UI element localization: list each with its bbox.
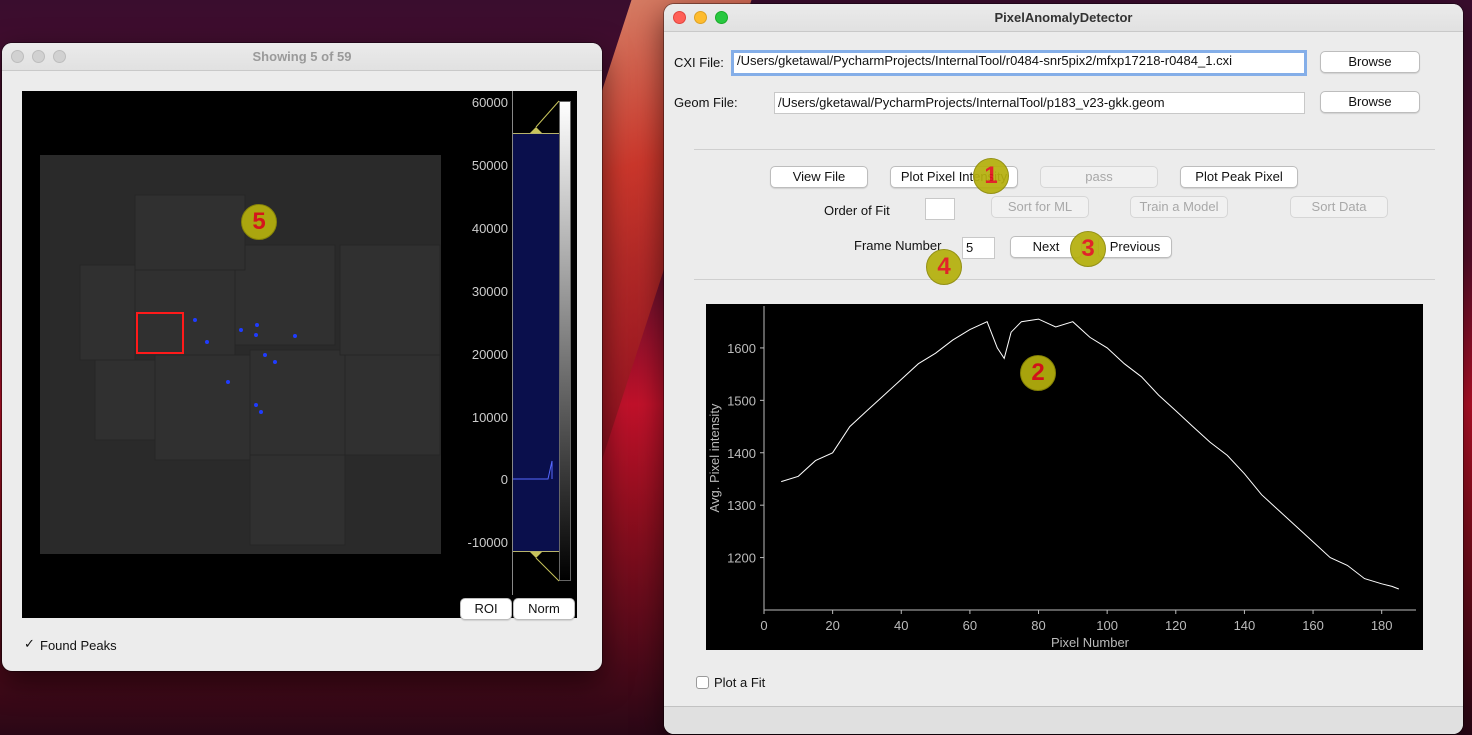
found-peaks-label: Found Peaks (40, 638, 117, 653)
main-titlebar: PixelAnomalyDetector (664, 4, 1463, 32)
previous-button[interactable]: Previous (1098, 236, 1172, 258)
detector-image-view[interactable]: 60000 50000 40000 30000 20000 10000 0 -1… (22, 91, 577, 618)
window-title: Showing 5 of 59 (252, 49, 352, 64)
norm-button[interactable]: Norm (513, 598, 575, 620)
y-tick-label: 1500 (727, 393, 756, 408)
separator (694, 279, 1435, 280)
browse-cxi-button[interactable]: Browse (1320, 51, 1420, 73)
y-tick-label: 1200 (727, 551, 756, 566)
frame-number-label: Frame Number (854, 238, 942, 253)
x-tick-label: 0 (760, 618, 767, 633)
cxi-file-label: CXI File: (674, 55, 724, 70)
y-tick-label: 1400 (727, 446, 756, 461)
sort-data-button[interactable]: Sort Data (1290, 196, 1388, 218)
annotation-badge-2: 2 (1020, 355, 1056, 391)
order-of-fit-label: Order of Fit (824, 203, 890, 218)
tick-label: 0 (500, 472, 508, 487)
x-tick-label: 140 (1234, 618, 1256, 633)
x-tick-label: 100 (1096, 618, 1118, 633)
x-tick-label: 180 (1371, 618, 1393, 633)
histogram-tick-labels: 60000 50000 40000 30000 20000 10000 0 -1… (460, 91, 508, 595)
x-tick-label: 80 (1031, 618, 1045, 633)
plot-peak-pixel-button[interactable]: Plot Peak Pixel (1180, 166, 1298, 188)
minimize-window-button[interactable] (694, 11, 707, 24)
chart-svg: 0 20 40 60 80 100 120 140 160 180 1200 1300 1400 1500… (707, 306, 1416, 650)
y-tick-label: 1600 (727, 341, 756, 356)
gradient-bar[interactable] (559, 101, 571, 581)
zoom-window-button[interactable] (715, 11, 728, 24)
plot-a-fit-label: Plot a Fit (714, 675, 766, 690)
order-of-fit-input[interactable] (925, 198, 955, 220)
histogram-handles (513, 100, 560, 582)
annotation-badge-4: 4 (926, 249, 962, 285)
tick-label: -10000 (467, 535, 508, 550)
image-viewer-titlebar: Showing 5 of 59 (2, 43, 602, 71)
x-tick-label: 20 (825, 618, 839, 633)
tick-label: 30000 (471, 284, 508, 299)
zoom-window-button[interactable] (53, 50, 66, 63)
annotation-badge-1: 1 (973, 158, 1009, 194)
histogram-lut[interactable]: 60000 50000 40000 30000 20000 10000 0 -1… (460, 91, 577, 595)
tick-label: 40000 (471, 221, 508, 236)
annotation-badge-5: 5 (241, 204, 277, 240)
sort-for-ml-button[interactable]: Sort for ML (991, 196, 1089, 218)
x-tick-label: 120 (1165, 618, 1187, 633)
image-viewer-window: Showing 5 of 59 (2, 43, 602, 671)
x-tick-label: 60 (963, 618, 977, 633)
browse-geom-button[interactable]: Browse (1320, 91, 1420, 113)
detector-panels (79, 194, 441, 546)
histogram-region[interactable] (513, 133, 559, 552)
tick-label: 60000 (471, 95, 508, 110)
y-tick-label: 1300 (727, 498, 756, 513)
separator (694, 149, 1435, 150)
tick-label: 10000 (471, 410, 508, 425)
frame-number-input[interactable]: 5 (962, 237, 995, 259)
tick-label: 50000 (471, 158, 508, 173)
found-peak-markers (193, 318, 297, 414)
histogram-axis-line (512, 91, 513, 595)
minimize-window-button[interactable] (32, 50, 45, 63)
pixel-anomaly-detector-window: PixelAnomalyDetector CXI File: /Users/gk… (664, 4, 1463, 734)
pass-button[interactable]: pass (1040, 166, 1158, 188)
train-a-model-button[interactable]: Train a Model (1130, 196, 1228, 218)
plot-a-fit-checkbox[interactable] (696, 676, 709, 689)
intensity-line (781, 318, 1399, 590)
x-tick-label: 160 (1302, 618, 1324, 633)
close-window-button[interactable] (673, 11, 686, 24)
x-axis-label: Pixel Number (1051, 635, 1130, 650)
next-button[interactable]: Next (1010, 236, 1082, 258)
pixel-intensity-plot[interactable]: 0 20 40 60 80 100 120 140 160 180 1200 1300 1400 1500… (706, 304, 1423, 650)
geom-file-label: Geom File: (674, 95, 738, 110)
geom-file-input[interactable]: /Users/gketawal/PycharmProjects/Internal… (774, 92, 1305, 114)
view-file-button[interactable]: View File (770, 166, 868, 188)
window-title: PixelAnomalyDetector (994, 10, 1133, 25)
tick-label: 20000 (471, 347, 508, 362)
status-bar (664, 706, 1463, 734)
detector-image (40, 155, 441, 554)
annotation-badge-3: 3 (1070, 231, 1106, 267)
x-tick-label: 40 (894, 618, 908, 633)
y-axis-label: Avg. Pixel intensity (707, 403, 722, 512)
cxi-file-input[interactable]: /Users/gketawal/PycharmProjects/Internal… (731, 50, 1307, 76)
roi-button[interactable]: ROI (460, 598, 512, 620)
found-peaks-checkbox[interactable]: ✓ (24, 636, 35, 651)
roi-rectangle (136, 312, 184, 354)
close-window-button[interactable] (11, 50, 24, 63)
